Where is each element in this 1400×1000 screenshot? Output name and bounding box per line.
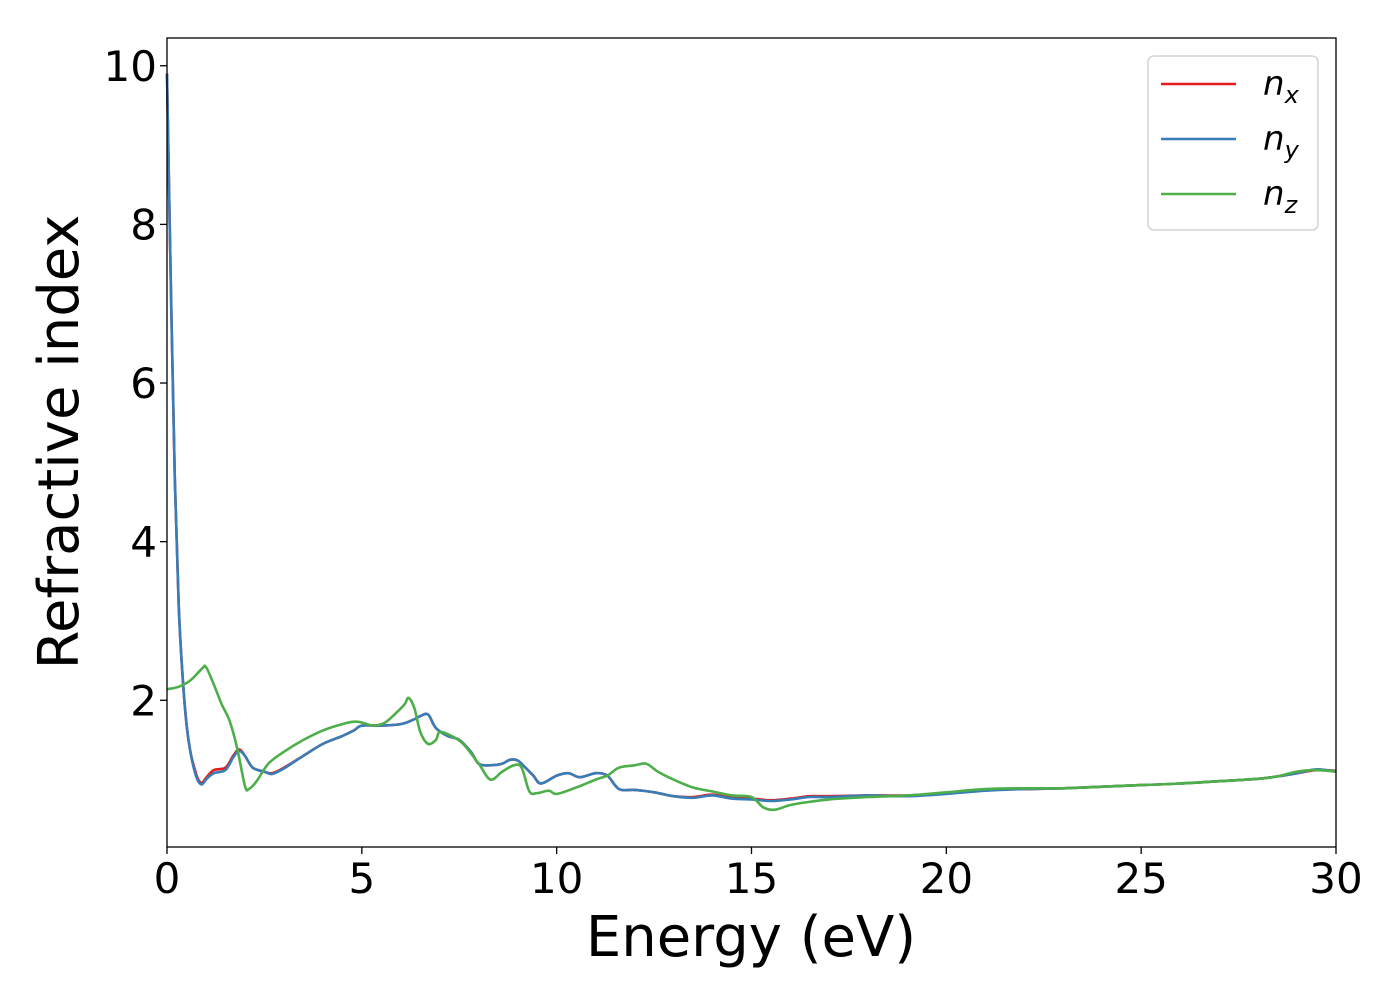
x-axis-label: Energy (eV): [586, 905, 916, 970]
legend-label: ny: [1263, 119, 1300, 164]
legend-label-base: n: [1263, 174, 1285, 214]
series-layer: [165, 73, 1337, 812]
legend-label-base: n: [1263, 119, 1285, 159]
series-line-n-z: [166, 664, 1337, 812]
x-axis-ticks: 0 5 10 15 20 25 30: [154, 847, 1363, 903]
x-tick-label: 0: [154, 854, 181, 903]
x-tick-label: 30: [1309, 854, 1362, 903]
series-line-n-y: [165, 73, 1337, 803]
x-tick-label: 5: [348, 854, 375, 903]
y-tick-label: 2: [130, 676, 157, 725]
y-tick-label: 10: [104, 42, 157, 91]
plot-area: [167, 38, 1336, 847]
legend-label-base: n: [1263, 64, 1285, 104]
x-tick-label: 10: [530, 854, 583, 903]
y-tick-label: 4: [130, 518, 157, 567]
x-tick-label: 15: [725, 854, 778, 903]
legend-label: nz: [1263, 174, 1299, 219]
legend-box: [1147, 55, 1319, 231]
legend-label: nx: [1263, 64, 1300, 109]
x-tick-label: 25: [1114, 854, 1167, 903]
legend-label-subscript: z: [1284, 191, 1299, 219]
legend-label-subscript: y: [1284, 136, 1300, 164]
legend-label-subscript: x: [1284, 81, 1300, 109]
y-tick-label: 8: [130, 200, 157, 249]
y-axis-ticks: 2 4 6 8 10: [104, 42, 167, 725]
y-tick-label: 6: [130, 359, 157, 408]
y-axis-label: Refractive index: [27, 215, 92, 670]
x-tick-label: 20: [920, 854, 973, 903]
